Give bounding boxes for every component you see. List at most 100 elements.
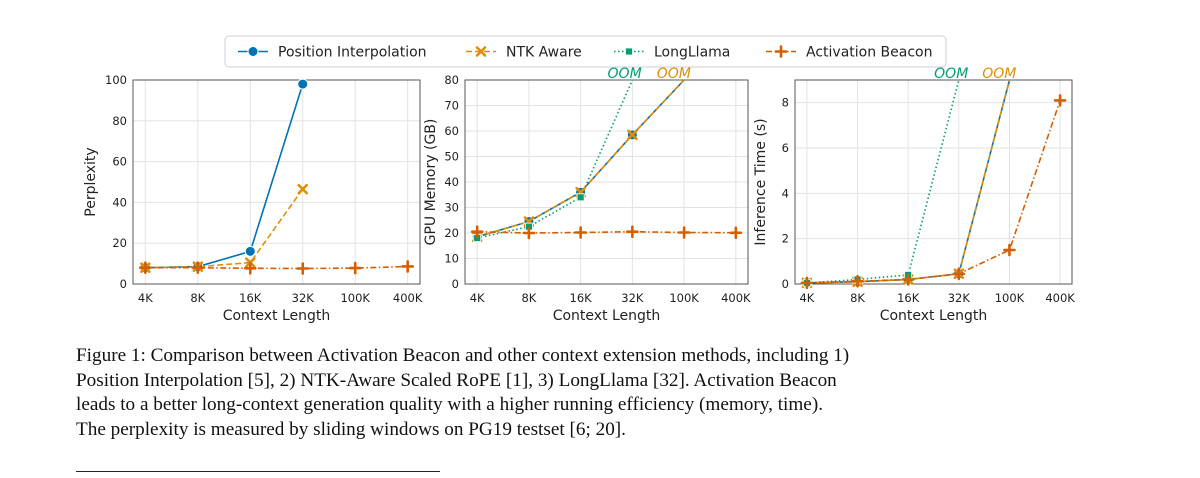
plot-frame <box>464 79 749 285</box>
y-tick-label: 70 <box>444 99 459 113</box>
legend-marker <box>475 46 487 57</box>
x-tick-label: 32K <box>292 291 315 305</box>
x-tick-label: 16K <box>239 291 262 305</box>
plot-frame <box>794 79 1073 285</box>
chart-panel-2: 0 10 20 30 40 50 60 70 80 4K 8K 16K 32K 100K 400K Conte… <box>423 66 751 324</box>
series-layer <box>476 80 736 239</box>
data-point-activation-beacon <box>1053 94 1067 107</box>
data-point-activation-beacon <box>1003 243 1016 257</box>
x-axis-label: Context Length <box>223 308 331 324</box>
caption-line: leads to a better long-context generatio… <box>76 394 823 415</box>
y-tick-label: 40 <box>112 195 127 209</box>
x-tick-label: 4K <box>470 291 485 305</box>
chart-panel-3: 0 2 4 6 8 4K 8K 16K 32K 100K 400K Context Length Inf… <box>753 66 1075 324</box>
legend-label: LongLlama <box>654 45 730 61</box>
x-tick-label: 8K <box>850 291 865 305</box>
x-tick-label: 16K <box>897 291 920 305</box>
legend-label: NTK Aware <box>506 45 582 61</box>
oom-label: OOM <box>657 66 691 82</box>
oom-label: OOM <box>982 66 1016 82</box>
data-point-longllama <box>576 193 585 202</box>
y-tick-label: 0 <box>782 277 789 291</box>
x-tick-label: 400K <box>721 291 751 305</box>
figure-caption: Figure 1: Comparison between Activation … <box>76 344 1176 442</box>
x-tick-label: 32K <box>948 291 971 305</box>
series-line-ntk-aware <box>145 188 304 269</box>
x-tick-label: 8K <box>190 291 205 305</box>
oom-label: OOM <box>608 66 642 82</box>
y-tick-label: 40 <box>444 175 459 189</box>
y-tick-label: 2 <box>782 232 789 246</box>
caption-line: The perplexity is measured by sliding wi… <box>76 418 626 440</box>
y-axis-label: GPU Memory (GB) <box>423 119 439 246</box>
data-point-activation-beacon <box>626 225 639 239</box>
y-tick-label: 80 <box>444 73 459 87</box>
data-point-activation-beacon <box>574 226 587 239</box>
y-tick-label: 10 <box>444 252 459 266</box>
x-tick-label: 100K <box>669 291 699 305</box>
x-tick-label: 32K <box>621 291 644 305</box>
x-axis-label: Context Length <box>553 308 661 324</box>
legend-marker <box>247 46 259 57</box>
x-tick-label: 100K <box>340 291 370 305</box>
data-point-activation-beacon <box>729 226 743 240</box>
data-point-activation-beacon <box>139 261 152 274</box>
chart-panel-1: 0 20 40 60 80 100 4K 8K 16K 32K 100K 400K Context Le… <box>83 73 423 324</box>
oom-label: OOM <box>934 66 968 82</box>
caption-line: Position Interpolation [5], 2) NTK-Aware… <box>76 369 837 391</box>
plot-frame <box>132 79 421 285</box>
data-point-ntk-aware <box>627 129 638 141</box>
x-tick-label: 8K <box>521 291 536 305</box>
legend-frame <box>224 35 947 68</box>
x-tick-label: 100K <box>995 291 1025 305</box>
y-tick-label: 4 <box>782 186 789 200</box>
data-point-activation-beacon <box>296 262 310 275</box>
y-tick-label: 80 <box>112 114 127 128</box>
data-point-activation-beacon <box>952 267 966 281</box>
legend-entry-activation-beacon: Activation Beacon <box>766 45 932 61</box>
series-line-activation-beacon <box>477 230 736 234</box>
data-point-activation-beacon <box>348 261 362 275</box>
x-tick-label: 16K <box>570 291 593 305</box>
data-point-activation-beacon <box>800 276 814 290</box>
legend-entry-position-interpolation: Position Interpolation <box>238 45 427 61</box>
legend-label: Activation Beacon <box>806 45 932 61</box>
x-tick-label: 4K <box>799 291 814 305</box>
series-line-longllama <box>806 80 960 284</box>
data-point-activation-beacon <box>851 274 864 288</box>
x-tick-label: 400K <box>1045 291 1075 305</box>
data-point-activation-beacon <box>401 260 414 273</box>
y-tick-label: 0 <box>452 277 459 291</box>
y-tick-label: 60 <box>112 155 127 169</box>
data-point-activation-beacon <box>901 273 915 286</box>
legend-label: Position Interpolation <box>278 45 427 61</box>
y-tick-label: 0 <box>120 277 127 291</box>
data-point-activation-beacon <box>470 225 484 239</box>
footnote-divider <box>76 471 440 472</box>
legend: Position Interpolation NTK Aware LongLlama… <box>224 35 947 68</box>
series-layer <box>145 83 408 270</box>
y-tick-label: 6 <box>782 141 789 155</box>
y-tick-label: 60 <box>444 124 459 138</box>
y-tick-label: 100 <box>105 73 127 87</box>
x-axis-label: Context Length <box>880 308 988 324</box>
legend-entry-ntk-aware: NTK Aware <box>466 45 582 61</box>
data-point-activation-beacon <box>522 226 536 240</box>
data-point-ntk-aware <box>297 183 309 195</box>
series-line-activation-beacon <box>806 100 1061 284</box>
x-tick-label: 4K <box>138 291 153 305</box>
legend-entry-longllama: LongLlama <box>614 45 730 61</box>
caption-line: Figure 1: Comparison between Activation … <box>76 345 850 366</box>
y-tick-label: 8 <box>782 96 789 110</box>
y-tick-label: 50 <box>444 150 459 164</box>
y-tick-label: 20 <box>112 236 127 250</box>
y-axis-label: Inference Time (s) <box>753 118 769 245</box>
legend-marker <box>774 45 788 58</box>
data-point-activation-beacon <box>191 261 205 274</box>
legend-marker <box>625 47 633 56</box>
data-point-activation-beacon <box>243 261 257 275</box>
data-point-activation-beacon <box>677 226 691 239</box>
y-tick-label: 30 <box>444 201 459 215</box>
y-tick-label: 20 <box>444 226 459 240</box>
data-point-position-interpolation <box>297 78 309 90</box>
